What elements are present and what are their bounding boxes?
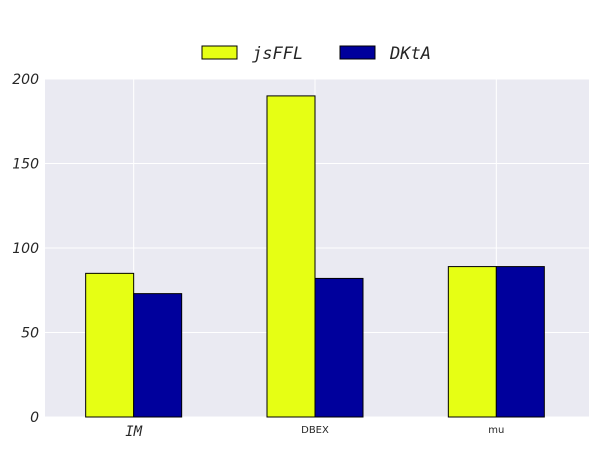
legend-swatch xyxy=(339,45,376,60)
x-tick-label: IM xyxy=(125,424,142,440)
legend-label: jsFFL xyxy=(252,44,303,64)
y-tick-label: 150 xyxy=(12,157,39,173)
bar-DKtA-mu xyxy=(495,266,545,418)
bars xyxy=(85,95,545,418)
legend: jsFFL DKtA xyxy=(201,44,431,64)
y-tick-label: 50 xyxy=(21,326,39,342)
bar-DKtA-DBEX xyxy=(314,277,364,418)
y-tick-label: 200 xyxy=(12,72,39,88)
legend-label: DKtA xyxy=(389,44,431,64)
bar-jsFFL-mu xyxy=(447,266,497,418)
legend-swatch xyxy=(201,45,238,60)
x-axis-ticks: IM DBEX mu xyxy=(125,424,504,440)
y-tick-label: 0 xyxy=(30,410,39,426)
bar-DKtA-IM xyxy=(133,293,183,418)
y-tick-label: 100 xyxy=(12,241,39,257)
bar-jsFFL-IM xyxy=(85,272,135,418)
y-axis-ticks: 0 50 100 150 200 xyxy=(12,72,39,426)
x-tick-label: mu xyxy=(488,425,504,436)
x-tick-label: DBEX xyxy=(301,425,329,436)
bar-jsFFL-DBEX xyxy=(266,95,316,418)
